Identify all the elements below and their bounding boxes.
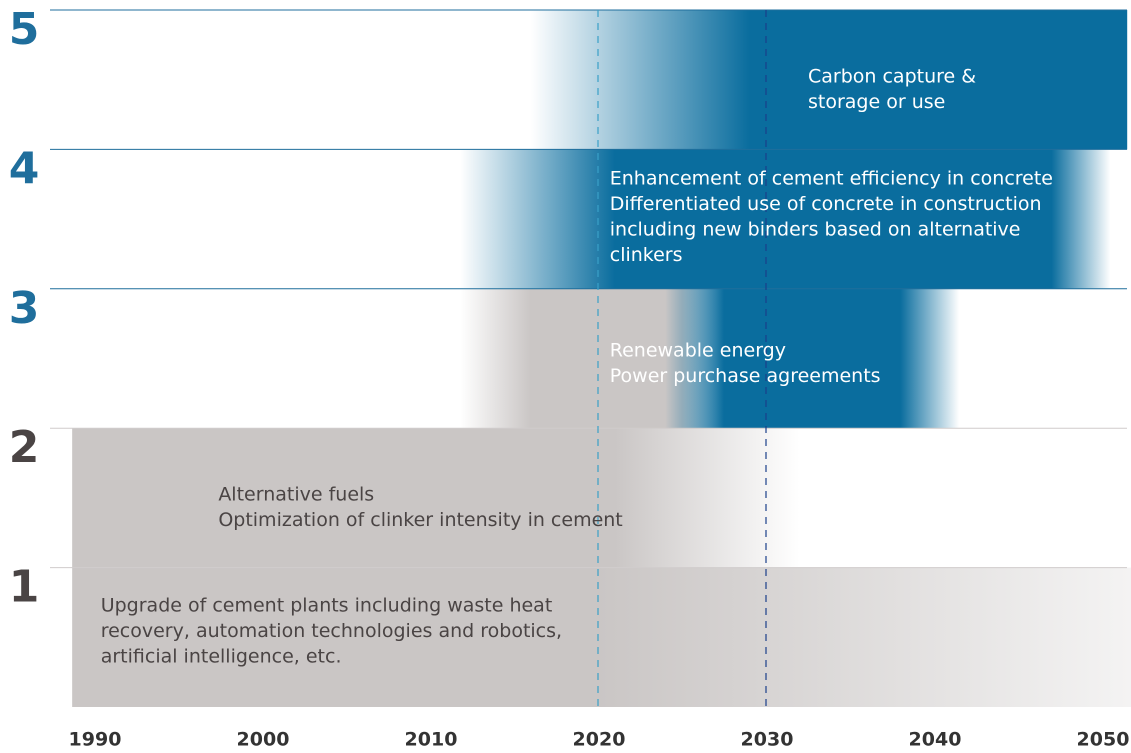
band bbox=[530, 10, 1128, 150]
lever-text: including new binders based on alternati… bbox=[610, 218, 1021, 240]
x-tick-label: 2040 bbox=[909, 729, 962, 751]
lever-text: Carbon capture & bbox=[808, 65, 976, 87]
level-label: 4 bbox=[9, 143, 40, 194]
x-tick-label: 2020 bbox=[573, 729, 626, 751]
band bbox=[460, 149, 1111, 289]
lever-text: Alternative fuels bbox=[218, 484, 374, 506]
lever-text: Differentiated use of concrete in constr… bbox=[610, 193, 1042, 215]
level-label: 5 bbox=[9, 4, 40, 55]
lever-text: storage or use bbox=[808, 91, 945, 113]
x-tick-label: 2050 bbox=[1077, 729, 1130, 751]
lever-text: clinkers bbox=[610, 244, 683, 266]
x-tick-label: 1990 bbox=[69, 729, 122, 751]
band bbox=[72, 428, 800, 568]
x-tick-label: 2010 bbox=[405, 729, 458, 751]
lever-text: recovery, automation technologies and ro… bbox=[101, 620, 562, 642]
level-label: 3 bbox=[9, 283, 40, 334]
lever-text: Renewable energy bbox=[610, 339, 786, 361]
x-tick-label: 2030 bbox=[741, 729, 794, 751]
lever-text: artificial intelligence, etc. bbox=[101, 645, 342, 667]
band bbox=[665, 288, 960, 429]
lever-text: Upgrade of cement plants including waste… bbox=[101, 594, 553, 616]
band bbox=[72, 567, 1131, 707]
lever-text: Enhancement of cement efficiency in conc… bbox=[610, 167, 1053, 189]
lever-text: Power purchase agreements bbox=[610, 365, 881, 387]
x-tick-label: 2000 bbox=[237, 729, 290, 751]
level-label: 2 bbox=[9, 422, 40, 473]
lever-text: Optimization of clinker intensity in cem… bbox=[218, 509, 622, 531]
level-label: 1 bbox=[9, 562, 40, 613]
